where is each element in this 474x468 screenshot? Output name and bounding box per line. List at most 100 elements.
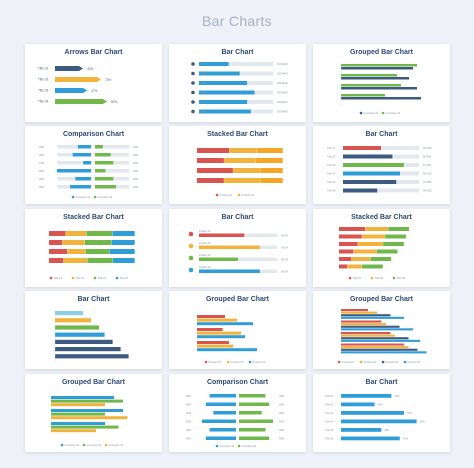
- bar-tag: 10%: [201, 62, 207, 66]
- arrow-bar: [55, 88, 88, 93]
- slide-card[interactable]: Bar Chart: [25, 291, 162, 369]
- left-value: 65%: [39, 169, 45, 173]
- value-label: 5B 659: [423, 155, 432, 159]
- bar-segment: [49, 258, 64, 263]
- slide-card[interactable]: Grouped Bar Chart Product 01 Product 02 Pro…: [169, 291, 306, 369]
- bar: [95, 169, 106, 173]
- legend-label: Company 03: [109, 443, 124, 447]
- slide-card[interactable]: Stacked Bar Chart Title 01 Title 02 Title 0…: [25, 209, 162, 287]
- page-title: Bar Charts: [202, 13, 272, 29]
- slide-card[interactable]: Comparison Chart 35% 35% 40% 40% 30% 30% 45% 45%…: [169, 374, 306, 452]
- card-title: Comparison Chart: [206, 379, 269, 386]
- slide-card[interactable]: Bar Chart Title 01 60% Title 02 40% Title 03 7…: [313, 374, 450, 452]
- bar-segment: [339, 242, 358, 246]
- bar: [239, 428, 266, 432]
- card-title: Bar Chart: [365, 379, 398, 386]
- bar-tag: 50%: [201, 100, 207, 104]
- value-label: 78.0%: [281, 246, 289, 250]
- bar-track: [199, 62, 273, 66]
- bar: [199, 109, 251, 114]
- left-value: 30%: [186, 411, 192, 415]
- legend-label: Company 02: [98, 195, 113, 199]
- bar: [341, 311, 377, 314]
- slide-card[interactable]: Stacked Bar Chart Product 01 Product 02: [169, 126, 306, 204]
- bar: [51, 425, 119, 429]
- category-label: Title 04: [327, 172, 336, 176]
- bar-segment: [62, 240, 85, 245]
- slide-card[interactable]: Grouped Bar Chart Product 01 Product 02 Pro…: [313, 291, 450, 369]
- bar-segment: [197, 148, 230, 153]
- bar-segment: [362, 264, 383, 269]
- left-value: 30%: [39, 177, 45, 181]
- bar: [341, 419, 417, 424]
- bar: [341, 436, 400, 441]
- left-value: 35%: [39, 153, 45, 157]
- chat-icon: [188, 255, 194, 261]
- chart: Company 01 Company 02: [340, 62, 421, 115]
- bar: [341, 411, 404, 415]
- phone-icon: [188, 231, 194, 237]
- mail-icon: [191, 71, 195, 76]
- bar-segment: [339, 264, 348, 269]
- bar: [209, 428, 236, 432]
- bar-segment: [257, 148, 283, 153]
- legend-swatch: [215, 193, 219, 197]
- card-title: Stacked Bar Chart: [207, 131, 268, 138]
- legend-label: Title 01: [353, 276, 362, 280]
- category-label: Title 01: [38, 67, 49, 71]
- card-title: Grouped Bar Chart: [205, 296, 269, 303]
- chart: Project 01 58.0% Project 02 78.0% Project 03…: [188, 229, 289, 274]
- bar: [341, 394, 392, 398]
- bar: [343, 146, 381, 150]
- slide-card[interactable]: Stacked Bar Chart Title 01 Title 02 Title 0…: [313, 209, 450, 287]
- bar-segment: [339, 249, 354, 254]
- chart: [54, 309, 129, 363]
- legend-swatch: [337, 360, 341, 364]
- legend-swatch: [226, 360, 230, 364]
- card-title: Stacked Bar Chart: [63, 214, 124, 221]
- bar-segment: [353, 249, 377, 254]
- bar: [197, 331, 241, 335]
- card-title: Comparison Chart: [62, 131, 125, 138]
- bar: [55, 354, 129, 359]
- bar: [51, 396, 114, 399]
- bar: [199, 233, 245, 237]
- bar: [95, 161, 114, 165]
- bar: [239, 402, 270, 406]
- bar: [341, 87, 417, 90]
- bar: [341, 334, 395, 337]
- value-label: 4M 963: [423, 146, 432, 150]
- bar-track: [57, 145, 91, 149]
- bar: [341, 97, 421, 100]
- left-value: 35%: [186, 394, 192, 398]
- slide-card[interactable]: Bar Chart Project 01 58.0% Project 02 78.0% P…: [169, 209, 306, 287]
- legend-label: Product 03: [386, 360, 399, 364]
- bar-tag: 60%: [201, 110, 207, 114]
- legend-label: Company 02: [386, 111, 401, 115]
- bar-tag: 40%: [201, 91, 207, 95]
- slide-card[interactable]: Grouped Bar Chart Company 01 Company 02 Com…: [25, 374, 162, 452]
- value-label: 4M 903: [423, 189, 432, 193]
- bar: [341, 343, 404, 346]
- bar-segment: [197, 158, 224, 163]
- legend-swatch: [82, 443, 86, 447]
- left-value: 35%: [186, 428, 192, 432]
- slide-card[interactable]: Grouped Bar Chart Company 01 Company 02: [313, 44, 450, 122]
- bar: [95, 153, 111, 157]
- left-value: 25%: [39, 145, 45, 149]
- bar: [55, 325, 99, 330]
- legend-label: Title 02: [375, 276, 384, 280]
- bar-segment: [197, 178, 224, 183]
- slide-card[interactable]: Arrows Bar Chart Title 01 40% Title 02 70% Ti…: [25, 44, 162, 122]
- slide-card[interactable]: Bar Chart 10% 100 MHS 20% 200 MHS 30% 300 MHS 4…: [169, 44, 306, 122]
- slide-card[interactable]: Comparison Chart 25% 15% 35% 30% 15% 35% 65% 20%…: [25, 126, 162, 204]
- bar: [341, 323, 386, 326]
- category-label: Title 06: [325, 437, 334, 441]
- bar: [95, 177, 114, 181]
- slide-card[interactable]: Bar Chart Title 01 4M 963 Title 02 5B 659 Tit…: [313, 126, 450, 204]
- bar: [343, 188, 378, 193]
- category-label: Title 02: [38, 78, 49, 82]
- bar: [95, 185, 116, 189]
- category-label: Title 03: [327, 163, 336, 167]
- bar-segment: [224, 158, 256, 163]
